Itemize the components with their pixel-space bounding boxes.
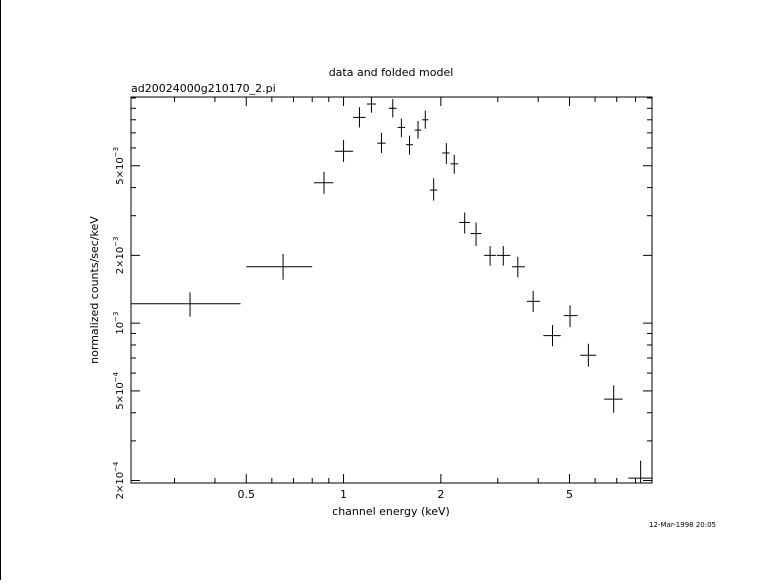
x-tick-label: 0.5 [237,488,255,501]
data-point [442,143,450,164]
data-point [429,178,438,201]
chart-title: data and folded model [329,66,454,79]
y-tick-label: 2×10−4 [112,461,126,499]
y-tick-mantissa: 5×10 [115,382,126,409]
data-point [313,171,334,194]
y-axis-ticks [131,97,652,482]
data-point [526,290,540,313]
y-tick-exponent: −3 [112,237,120,247]
y-tick-exponent: −4 [112,371,120,382]
y-tick-mantissa: 10 [115,322,126,335]
y-tick-label: 2×10−3 [112,237,126,275]
data-point [366,97,376,113]
y-tick-label: 5×10−3 [112,147,126,185]
data-point [628,460,652,483]
data-point [470,222,482,247]
data-point [388,98,397,118]
y-axis-label: normalized counts/sec/keV [88,216,101,364]
x-axis-tick-labels: 0.5 1 2 5 [237,488,572,501]
data-point [563,305,578,328]
data-point [377,132,386,153]
data-point [397,118,406,138]
data-point [131,292,241,317]
data-point [405,135,413,155]
y-tick-mantissa: 2×10 [115,472,126,499]
y-axis-tick-labels: 2×10−45×10−410−32×10−35×10−3 [112,147,126,499]
y-tick-exponent: −3 [112,147,120,157]
data-point [512,256,525,278]
data-point [450,154,459,174]
y-tick-mantissa: 5×10 [115,157,126,184]
plot-frame [130,96,653,484]
x-axis-ticks [174,97,653,483]
y-tick-mantissa: 2×10 [115,247,126,274]
y-tick-label: 10−3 [112,312,126,335]
data-point [422,110,429,129]
data-point [246,253,313,280]
data-point [353,107,366,128]
window-edge-divider [0,0,1,580]
data-point [496,246,511,266]
data-point [459,212,470,234]
y-tick-exponent: −4 [112,461,120,472]
x-tick-label: 1 [340,488,347,501]
data-point [604,385,623,413]
y-tick-label: 5×10−4 [112,371,126,409]
x-tick-label: 5 [566,488,573,501]
x-tick-label: 2 [437,488,444,501]
data-point [334,140,354,162]
data-point [543,325,561,347]
data-point [484,246,496,266]
data-point [414,121,422,139]
chart-subtitle: ad20024000g210170_2.pi [131,82,276,95]
timestamp-label: 12-Mar-1998 20:05 [649,521,716,529]
y-tick-exponent: −3 [112,312,120,322]
data-point [580,343,597,367]
data-series [131,97,652,483]
x-axis-label: channel energy (keV) [332,505,450,518]
